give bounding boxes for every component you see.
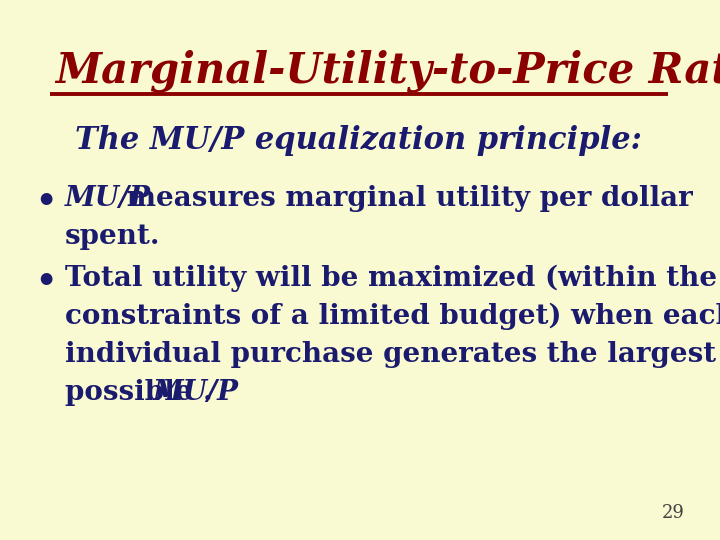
Text: The MU/P equalization principle:: The MU/P equalization principle: [75,125,642,156]
Text: MU/P: MU/P [65,185,151,212]
Text: .: . [203,379,212,406]
Text: Marginal-Utility-to-Price Ratio: Marginal-Utility-to-Price Ratio [55,50,720,92]
Text: constraints of a limited budget) when each: constraints of a limited budget) when ea… [65,303,720,330]
Text: 29: 29 [662,504,685,522]
Text: •: • [35,265,56,298]
Text: possible: possible [65,379,202,406]
Text: measures marginal utility per dollar: measures marginal utility per dollar [117,185,693,212]
Text: individual purchase generates the largest: individual purchase generates the larges… [65,341,716,368]
Text: spent.: spent. [65,223,161,250]
Text: MU/P: MU/P [153,379,239,406]
Text: Total utility will be maximized (within the: Total utility will be maximized (within … [65,265,717,292]
Text: •: • [35,185,56,218]
